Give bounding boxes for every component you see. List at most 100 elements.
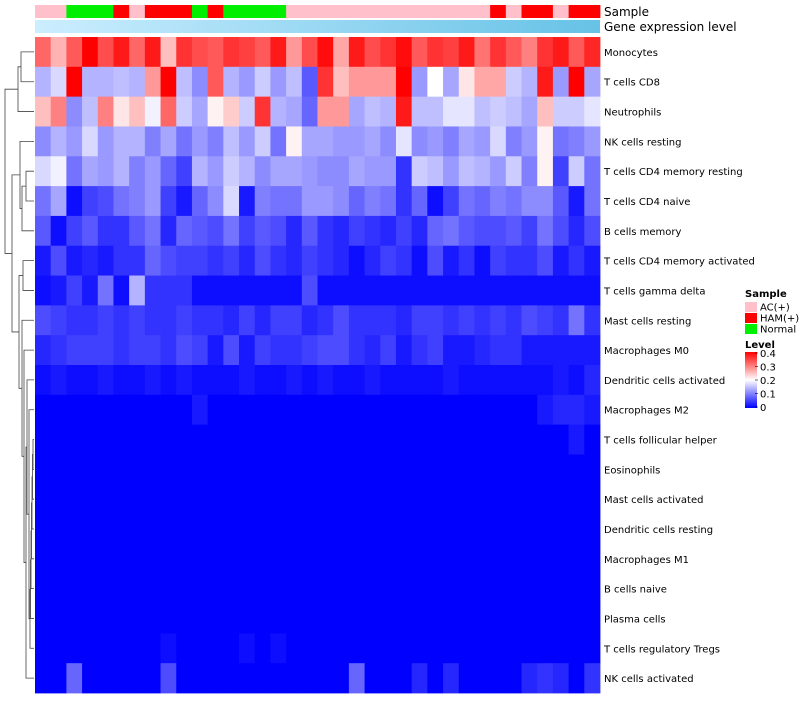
heatmap-cell [301,215,318,247]
heatmap-cell [286,335,303,366]
heatmap-cell [490,394,507,426]
heatmap-cell [35,514,52,545]
heatmap-cell [537,573,554,604]
heatmap-cell [584,424,601,455]
heatmap-cell [144,514,161,545]
dendrogram-branch [20,51,34,83]
heatmap-cell [521,365,538,396]
heatmap-cell [552,573,570,604]
heatmap-cell [474,424,491,455]
heatmap-cell [254,424,271,455]
heatmap-cell [160,156,177,187]
sample-annotation-cell [521,5,538,18]
heatmap-cell [521,186,538,217]
heatmap-cell [348,335,365,366]
heatmap-cell [50,484,67,515]
heatmap-cell [239,424,256,455]
heatmap-cell [427,96,444,127]
heatmap-cell [474,96,491,127]
heatmap-cell [286,37,303,68]
heatmap-cell [348,484,365,515]
heatmap-cell [411,245,428,276]
heatmap-cell [239,454,256,485]
heatmap-cell [521,543,538,575]
heatmap-cell [254,663,271,694]
heatmap-cell [364,275,381,306]
dendrogram-branch [4,88,18,254]
heatmap-cell [411,335,428,366]
heatmap-cell [490,186,507,217]
heatmap-cell [66,543,83,575]
heatmap-cell [144,573,161,604]
legend-level-tick-label: 0.3 [760,363,776,374]
heatmap-cell [191,394,209,426]
heatmap-cell [82,335,99,366]
sample-annotation-cell [380,5,397,18]
heatmap-cell [113,156,130,187]
heatmap-cell [584,394,601,426]
heatmap-cell [348,543,365,575]
legend-level-ticks: 0.4 0.3 0.2 0.1 0 [755,349,776,414]
heatmap-cell [301,454,318,485]
heatmap-cell [176,275,193,306]
heatmap-cell [50,186,67,217]
heatmap-cell [129,215,146,247]
heatmap-cell [223,454,240,485]
heatmap-cell [348,514,365,545]
heatmap-cell [443,365,460,396]
heatmap-cell [144,126,161,157]
heatmap-cell [207,245,224,276]
heatmap-cell [317,156,334,187]
heatmap-cell [317,663,334,694]
sample-annotation-cell [317,5,334,18]
heatmap-cell [552,126,570,157]
heatmap-cell [176,394,193,426]
heatmap-cell [97,156,114,187]
heatmap-cell [474,275,491,306]
heatmap-cell [129,365,146,396]
heatmap-cell [474,335,491,366]
heatmap-cell [348,603,365,634]
heatmap-cell [50,37,67,68]
heatmap-cell [348,37,365,68]
heatmap-cell [35,66,52,98]
legend-level-tick-label: 0.1 [760,390,776,401]
heatmap-cell [568,156,585,187]
heatmap-cell [82,156,99,187]
heatmap-cell [129,633,146,664]
heatmap-cell [348,186,365,217]
heatmap-cell [458,37,475,68]
heatmap-cell [443,454,460,485]
sample-annotation-cell [348,5,365,18]
heatmap-cell [521,454,538,485]
legend-sample-label: Normal [760,325,796,336]
heatmap-cell [191,543,209,575]
heatmap-cells [35,37,601,694]
row-label: B cells memory [604,227,681,238]
heatmap-cell [474,126,491,157]
heatmap-cell [458,245,475,276]
heatmap-cell [160,573,177,604]
sample-annotation-cell [301,5,318,18]
heatmap-cell [191,663,209,694]
heatmap-cell [129,424,146,455]
heatmap-cell [537,66,554,98]
heatmap-cell [552,394,570,426]
sample-annotation-cell [207,5,224,18]
heatmap-cell [568,66,585,98]
heatmap-cell [505,215,522,247]
heatmap-cell [301,335,318,366]
sample-annotation-cell [443,5,460,18]
heatmap-cell [490,484,507,515]
sample-annotation-cell [160,5,177,18]
heatmap-cell [474,215,491,247]
heatmap-cell [254,66,271,98]
heatmap-cell [176,96,193,127]
heatmap-cell [521,633,538,664]
row-label: T cells CD4 naive [603,197,690,208]
heatmap-cell [301,633,318,664]
heatmap-cell [97,305,114,336]
heatmap-cell [395,66,413,98]
heatmap-cell [286,484,303,515]
sample-annotation-cell [129,5,146,18]
